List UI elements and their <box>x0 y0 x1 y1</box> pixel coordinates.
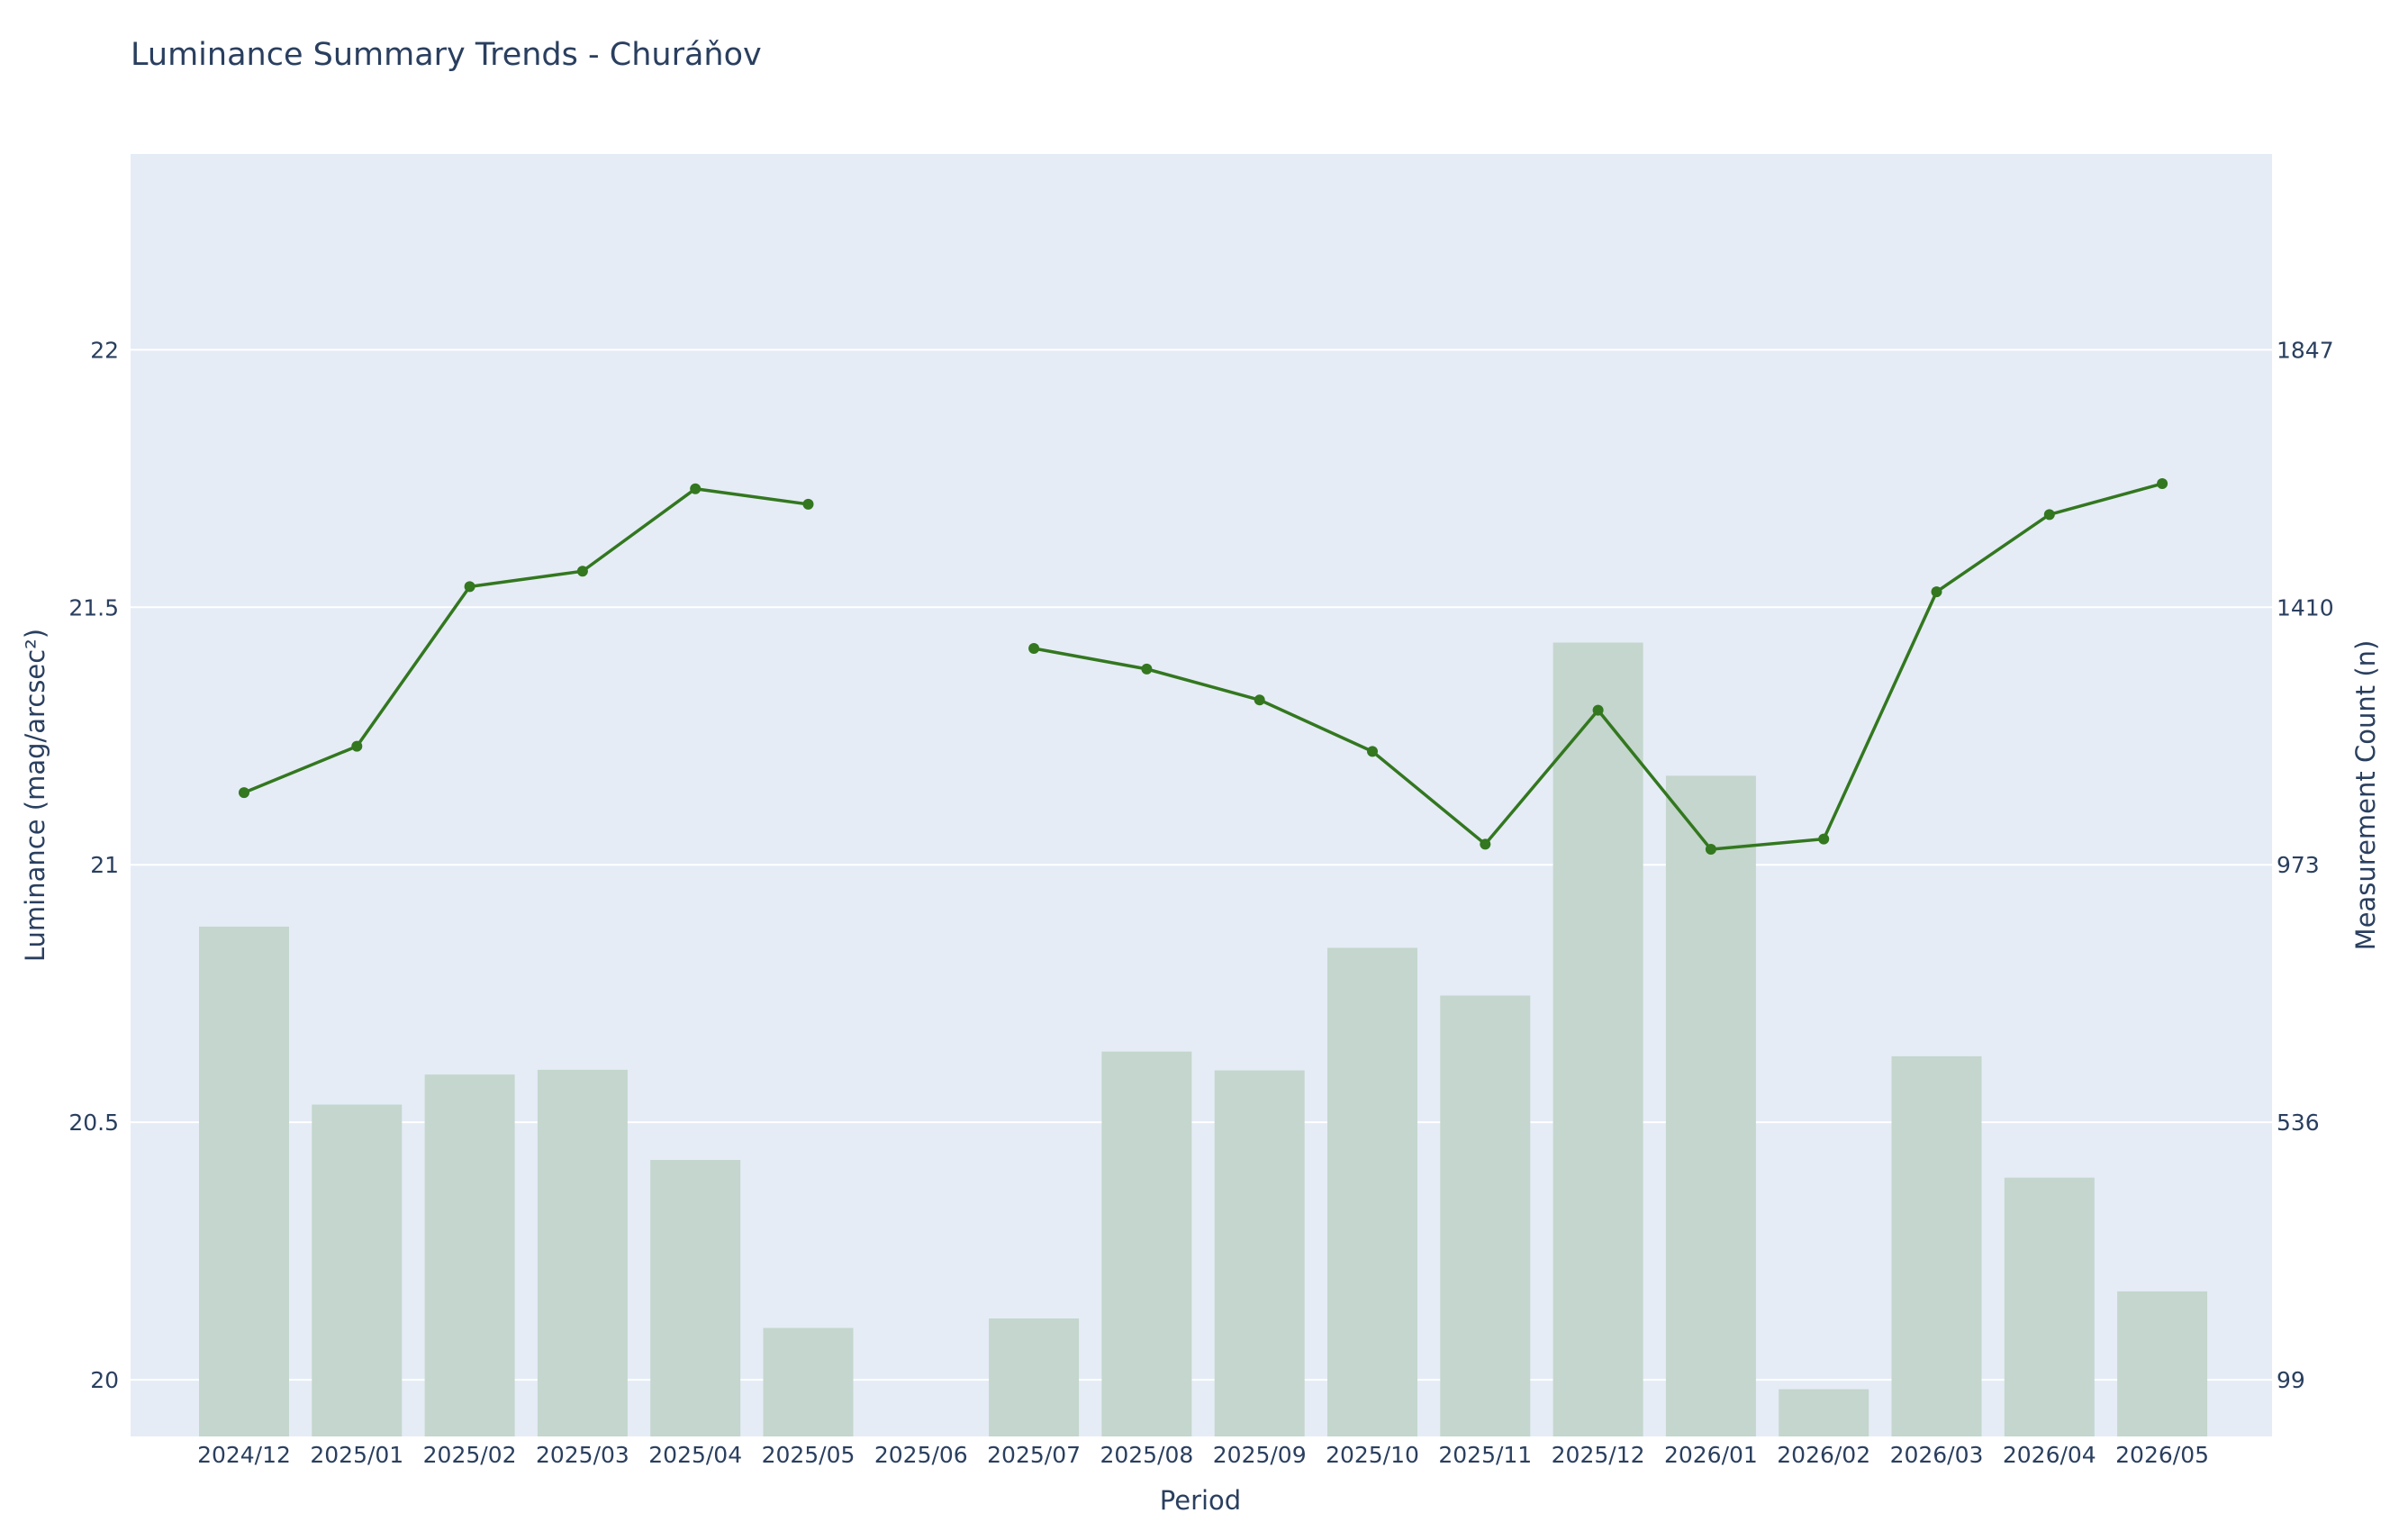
bar-2025/03 <box>537 1069 628 1436</box>
bar-series <box>199 642 2208 1436</box>
x-tick-label: 2025/04 <box>648 1442 742 1468</box>
point-2026/04 <box>2043 509 2055 521</box>
bar-2026/01 <box>1665 775 1756 1436</box>
y2-tick-label: 99 <box>2277 1367 2305 1393</box>
bar-2025/10 <box>1327 947 1417 1436</box>
y-axis-title: Luminance (mag/arcsec²) <box>20 629 50 962</box>
bar-2025/08 <box>1101 1051 1192 1436</box>
y2-axis-title: Measurement Count (n) <box>2350 640 2381 951</box>
x-tick-label: 2025/07 <box>987 1442 1081 1468</box>
bar-2025/01 <box>312 1104 403 1436</box>
point-2026/02 <box>1818 833 1830 845</box>
x-tick-label: 2025/11 <box>1438 1442 1532 1468</box>
point-2026/03 <box>1931 586 1942 598</box>
chart-title: Luminance Summary Trends - Churáňov <box>131 37 762 73</box>
x-tick-label: 2026/05 <box>2115 1442 2209 1468</box>
y2-tick-label: 1410 <box>2277 594 2334 621</box>
x-tick-label: 2025/03 <box>536 1442 629 1468</box>
bar-2026/03 <box>1891 1055 1982 1436</box>
x-tick-label: 2026/04 <box>2003 1442 2096 1468</box>
y-tick-label: 22 <box>90 337 119 363</box>
x-axis-ticks: 2024/12 2025/01 2025/02 2025/03 2025/04 2025/… <box>197 1442 2209 1468</box>
point-2025/08 <box>1141 663 1153 675</box>
x-tick-label: 2024/12 <box>197 1442 291 1468</box>
line-series <box>239 478 2168 856</box>
y-axis-ticks: 20 20.5 21 21.5 22 <box>68 337 119 1393</box>
x-tick-label: 2026/01 <box>1664 1442 1758 1468</box>
x-tick-label: 2025/08 <box>1100 1442 1193 1468</box>
x-tick-label: 2025/09 <box>1213 1442 1307 1468</box>
y-tick-label: 21 <box>90 852 119 878</box>
bar-2025/07 <box>989 1318 1080 1436</box>
bar-2024/12 <box>199 926 289 1436</box>
x-tick-label: 2025/02 <box>423 1442 517 1468</box>
point-2025/04 <box>690 483 702 494</box>
y-tick-label: 21.5 <box>68 594 119 621</box>
bar-2025/05 <box>763 1327 854 1436</box>
x-tick-label: 2025/05 <box>762 1442 855 1468</box>
x-tick-label: 2026/02 <box>1777 1442 1870 1468</box>
bar-2026/04 <box>2004 1177 2095 1436</box>
bar-2025/09 <box>1214 1070 1305 1436</box>
point-2026/05 <box>2157 478 2168 490</box>
y2-tick-label: 973 <box>2277 852 2320 878</box>
y2-tick-label: 1847 <box>2277 337 2334 363</box>
point-2025/12 <box>1592 704 1604 716</box>
x-tick-label: 2025/01 <box>310 1442 403 1468</box>
bar-2025/02 <box>424 1074 515 1436</box>
bar-2026/02 <box>1779 1389 1869 1436</box>
x-tick-label: 2025/06 <box>874 1442 968 1468</box>
x-tick-label: 2026/03 <box>1890 1442 1984 1468</box>
y-tick-label: 20 <box>90 1367 119 1393</box>
point-2025/09 <box>1254 694 1265 706</box>
point-2025/07 <box>1028 643 1040 655</box>
point-2024/12 <box>239 787 249 799</box>
point-2025/02 <box>464 581 475 593</box>
y2-axis-ticks: 99 536 973 1410 1847 <box>2277 337 2334 1393</box>
point-2025/01 <box>351 740 363 752</box>
point-2025/11 <box>1480 838 1491 850</box>
bar-2025/12 <box>1553 642 1643 1436</box>
bar-2026/05 <box>2117 1291 2208 1436</box>
x-tick-label: 2025/10 <box>1326 1442 1419 1468</box>
bar-2025/11 <box>1440 995 1531 1436</box>
point-2026/01 <box>1705 844 1716 856</box>
y-tick-label: 20.5 <box>68 1110 119 1136</box>
point-2025/05 <box>802 498 814 510</box>
point-2025/03 <box>576 566 588 577</box>
point-2025/10 <box>1367 746 1378 757</box>
bar-2025/04 <box>650 1160 741 1436</box>
x-axis-title: Period <box>1160 1485 1241 1516</box>
x-tick-label: 2025/12 <box>1552 1442 1645 1468</box>
y2-tick-label: 536 <box>2277 1110 2320 1136</box>
line-segment-0 <box>243 486 809 794</box>
